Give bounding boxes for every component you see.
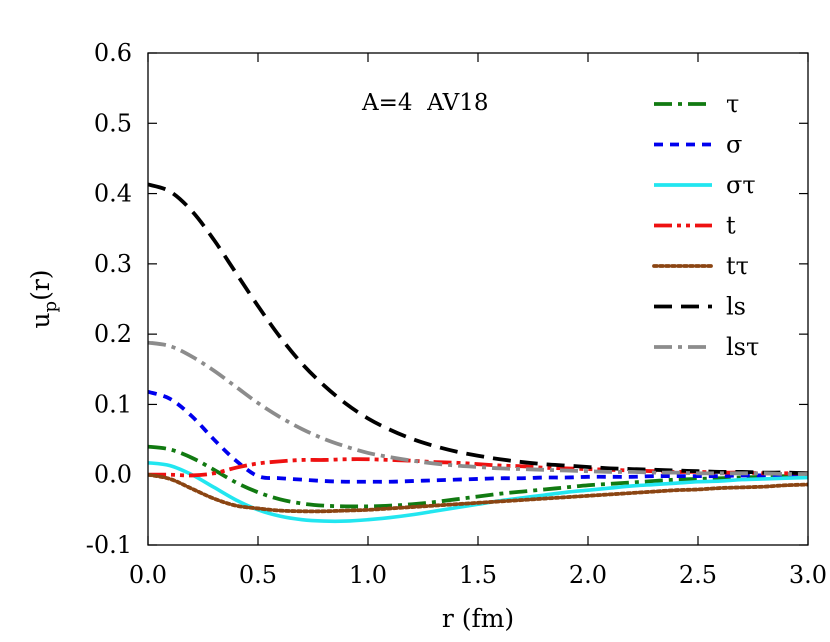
y-tick-label: 0.5 — [94, 109, 132, 137]
plot-frame — [147, 52, 809, 546]
y-tick-label: 0.4 — [94, 180, 132, 208]
series-group — [148, 182, 808, 524]
series-line-0 — [148, 444, 808, 509]
legend-label: στ — [726, 171, 756, 199]
legend-label: ls — [726, 293, 746, 321]
legend-label: t — [726, 212, 736, 240]
y-axis-label: up(r) — [26, 269, 61, 328]
legend: τσ στ t tτ ls lsτ — [652, 90, 759, 361]
series-line-4 — [148, 472, 808, 514]
x-tick-label: 1.0 — [349, 561, 387, 589]
series-line-3 — [148, 457, 808, 478]
series-line-5 — [148, 182, 808, 476]
legend-label: τ — [726, 90, 739, 118]
series-line-1 — [148, 389, 808, 484]
x-tick-label: 3.0 — [789, 561, 827, 589]
y-tick-labels: -0.1 0.0 0.1 0.2 0.3 0.4 0.5 0.6 — [86, 39, 132, 559]
legend-label: tτ — [726, 252, 749, 280]
y-tick-label: -0.1 — [86, 531, 132, 559]
y-tick-label: 0.0 — [94, 461, 132, 489]
x-tick-label: 2.0 — [569, 561, 607, 589]
y-axis-label-sub: p — [40, 301, 61, 313]
y-tick-label: 0.2 — [94, 320, 132, 348]
x-axis-label: r (fm) — [442, 604, 514, 633]
y-tick-label: 0.1 — [94, 390, 132, 418]
legend-label: σ — [726, 131, 742, 159]
y-tick-label: 0.3 — [94, 250, 132, 278]
x-tick-label: 1.5 — [459, 561, 497, 589]
x-tick-labels: 0.0 0.5 1.0 1.5 2.0 2.5 3.0 — [129, 561, 827, 589]
y-tick-label: 0.6 — [94, 39, 132, 67]
y-axis-label-tail: (r) — [26, 269, 55, 300]
x-tick-label: 0.5 — [239, 561, 277, 589]
legend-label: lsτ — [726, 333, 759, 361]
series-line-6 — [148, 340, 808, 476]
y-axis-label-main: u — [26, 312, 55, 328]
chart-annotation: A=4 AV18 — [361, 90, 488, 116]
x-tick-label: 2.5 — [679, 561, 717, 589]
x-tick-label: 0.0 — [129, 561, 167, 589]
